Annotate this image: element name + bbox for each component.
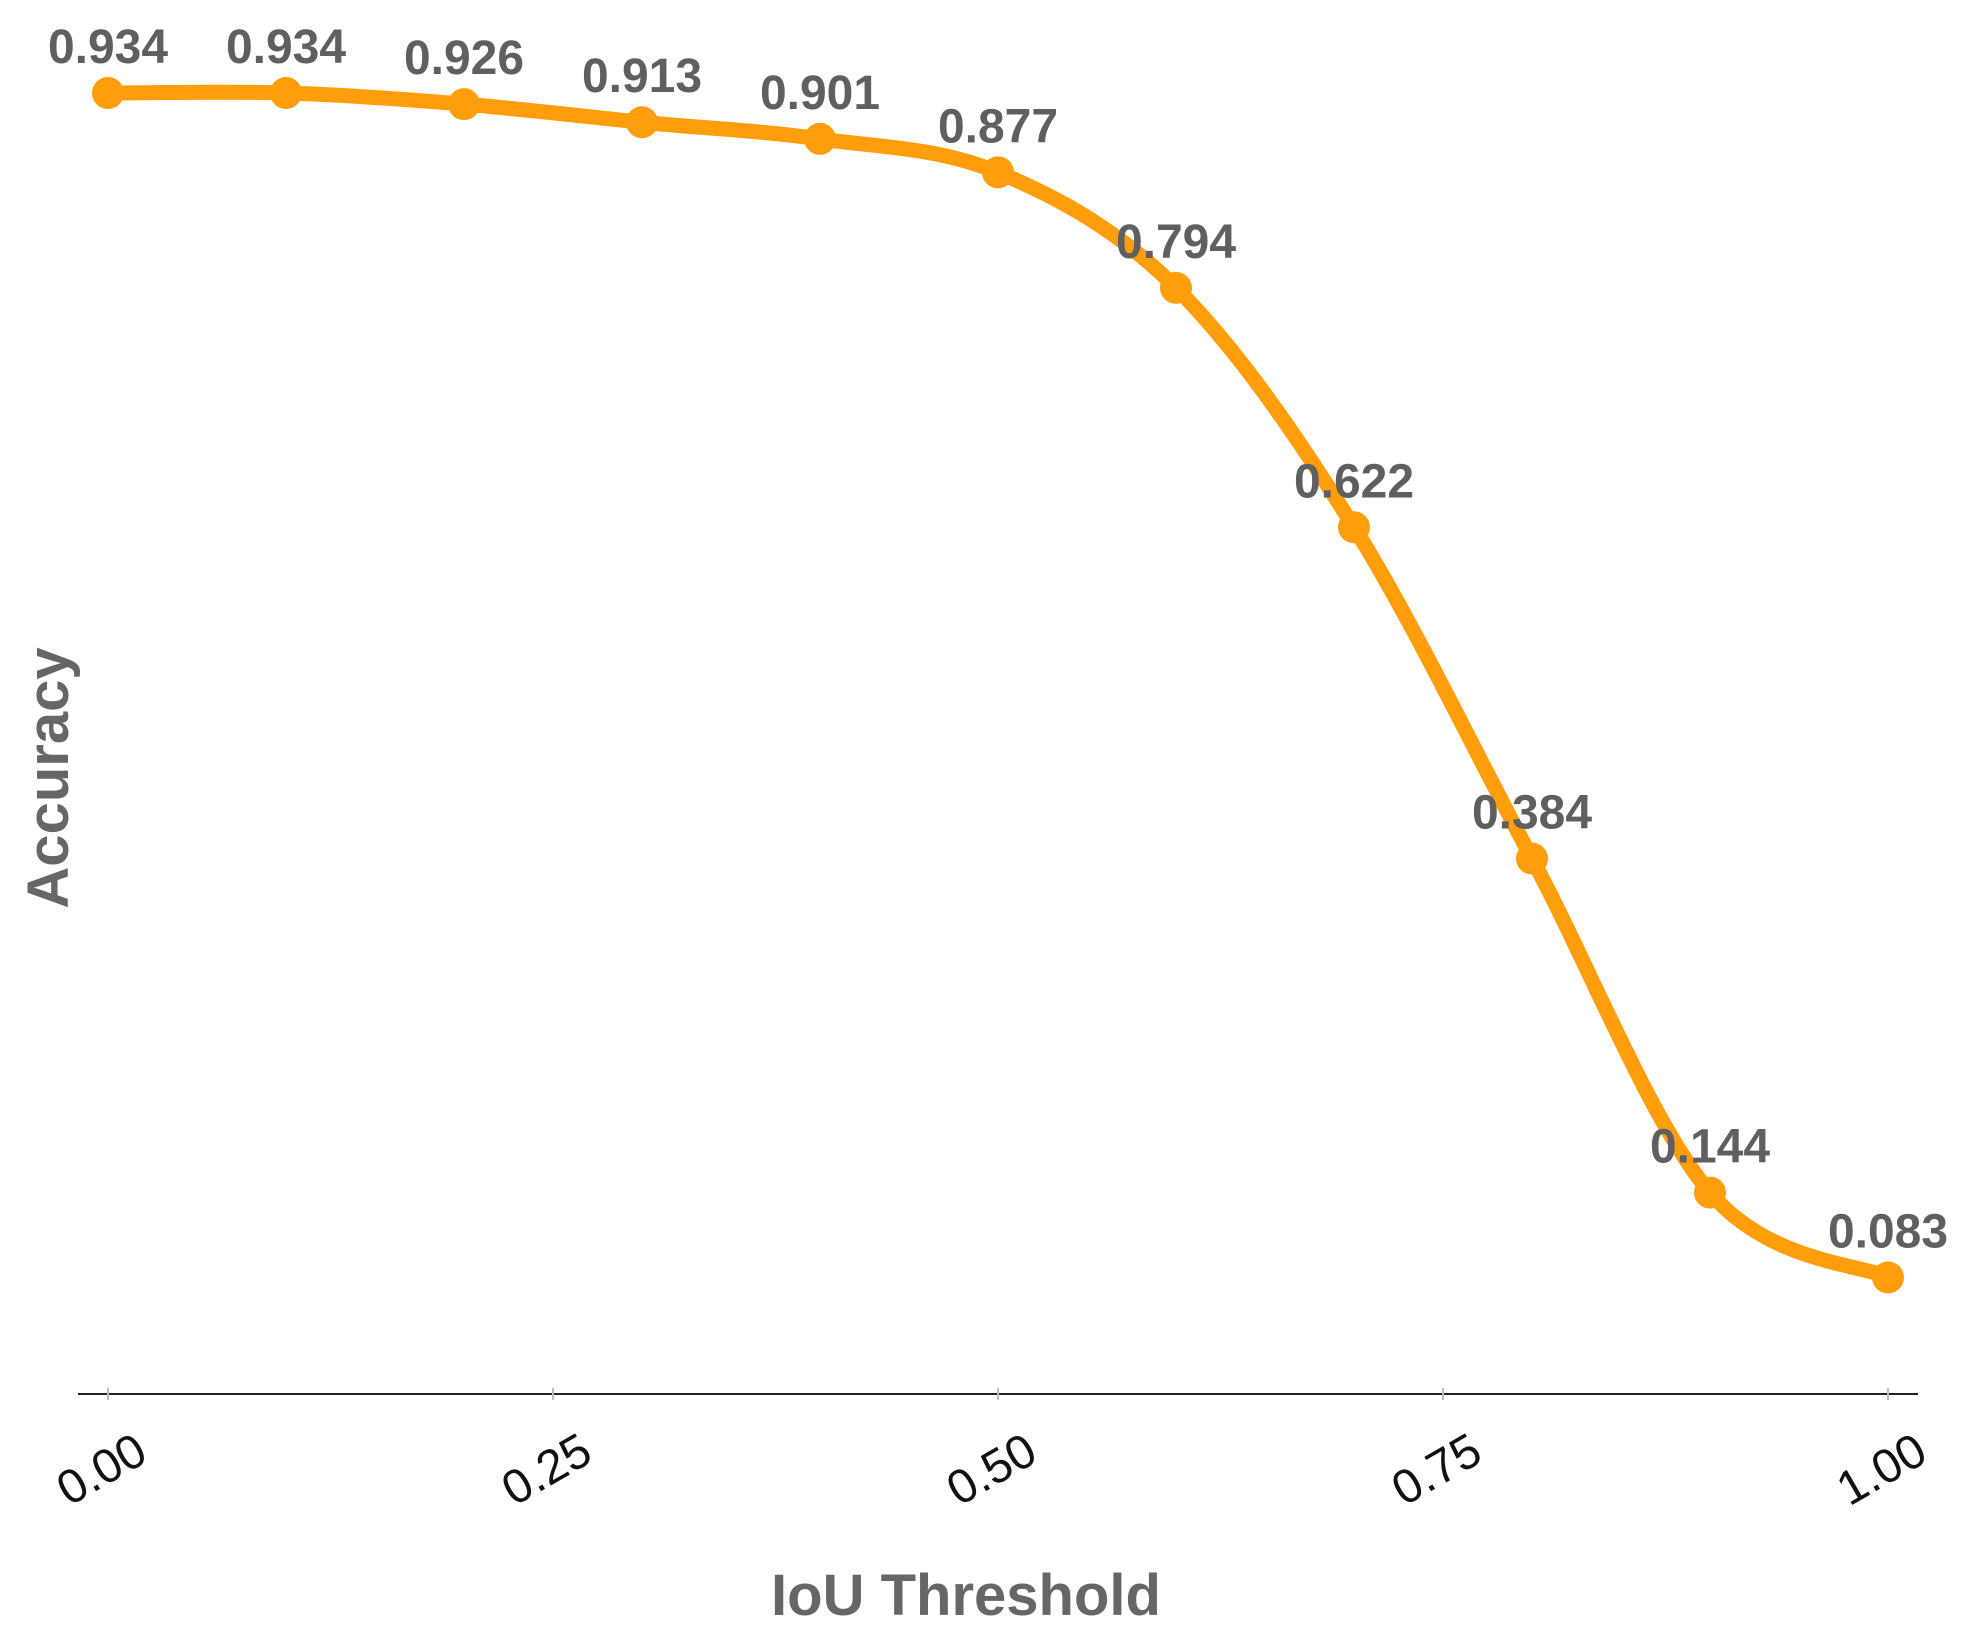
data-point: [270, 77, 302, 109]
series-layer: [100, 84, 1896, 1285]
x-tick-label: 0.75: [1383, 1424, 1490, 1517]
data-label: 0.934: [48, 21, 168, 74]
data-point: [1694, 1176, 1726, 1209]
data-label: 0.901: [760, 67, 880, 120]
series-line: [100, 84, 1896, 1285]
data-point: [1160, 271, 1192, 304]
x-tick-label: 1.00: [1828, 1424, 1935, 1517]
data-point: [982, 156, 1014, 189]
data-label: 0.913: [582, 50, 702, 103]
data-points: [92, 77, 1904, 1294]
data-label: 0.926: [404, 32, 524, 85]
data-label: 0.144: [1650, 1121, 1770, 1174]
data-point: [448, 88, 480, 121]
x-axis-title: IoU Threshold: [771, 1563, 1161, 1628]
data-label: 0.877: [938, 100, 1058, 153]
data-point: [1872, 1261, 1904, 1294]
data-point: [92, 77, 124, 109]
data-label: 0.934: [226, 21, 346, 74]
data-label: 0.083: [1828, 1205, 1948, 1258]
data-label: 0.794: [1116, 216, 1236, 269]
x-axis-ticks: 0.00 0.25 0.50 0.75 1.00: [48, 1388, 1936, 1517]
data-point: [1338, 511, 1370, 544]
data-labels: 0.934 0.934 0.926 0.913 0.901 0.877 0.794 0.622…: [48, 21, 1948, 1258]
x-tick-label: 0.50: [938, 1424, 1045, 1517]
x-tick-label: 0.00: [48, 1424, 155, 1517]
y-axis-title: Accuracy: [16, 647, 81, 908]
x-tick-label: 0.25: [493, 1424, 600, 1517]
data-point: [626, 106, 658, 139]
data-point: [804, 122, 836, 155]
data-label: 0.384: [1472, 787, 1592, 840]
data-point: [1516, 842, 1548, 875]
data-label: 0.622: [1294, 455, 1414, 508]
